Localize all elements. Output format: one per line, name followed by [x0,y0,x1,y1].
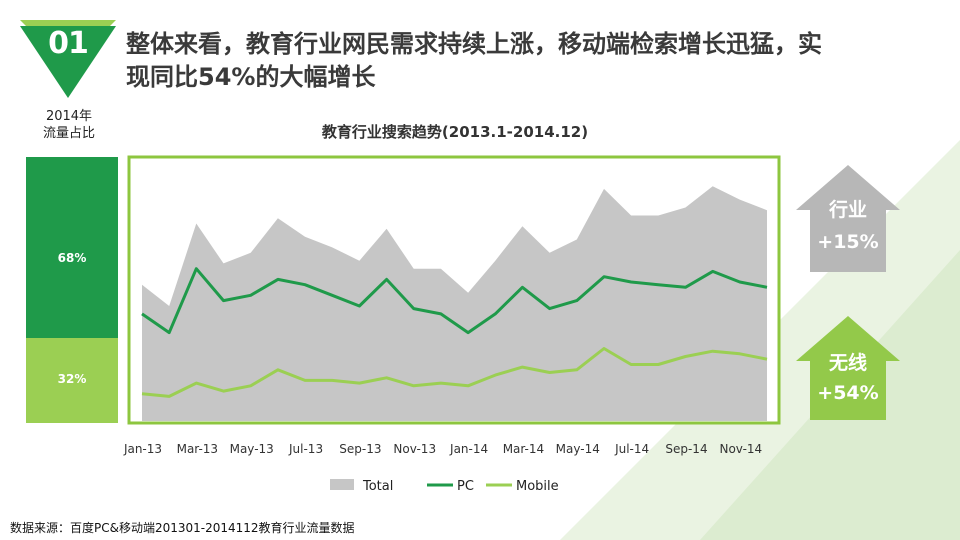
page-headline: 整体来看，教育行业网民需求持续上涨，移动端检索增长迅猛，实 现同比54%的大幅增… [126,28,926,94]
section-badge: 01 [20,20,116,100]
x-tick-label: Jan-13 [123,442,162,456]
x-tick-label: Mar-14 [503,442,544,456]
share-value-pc: 68% [57,251,87,266]
wireless-growth-arrow: 无线 +54% [796,316,900,420]
up-arrow-icon [796,165,900,272]
x-tick-label: May-14 [556,442,600,456]
x-tick-label: Nov-14 [719,442,762,456]
x-tick-label: Jan-14 [449,442,488,456]
headline-line-1: 整体来看，教育行业网民需求持续上涨，移动端检索增长迅猛，实 [126,30,822,58]
share-value-mobile: 32% [57,372,87,387]
share-segment-mobile: 32% [26,337,118,423]
chart-legend: Total PC Mobile [330,479,559,494]
badge-triangle [20,20,116,98]
wireless-arrow-value: +54% [817,382,879,404]
x-tick-label: Sep-13 [339,442,381,456]
share-label-year: 2014年 [45,109,93,124]
chart-title: 教育行业搜索趋势(2013.1-2014.12) [321,123,589,141]
legend-label-mobile: Mobile [516,479,559,494]
share-label-text: 流量占比 [42,126,95,141]
series-line-mobile [141,347,768,398]
x-tick-label: May-13 [230,442,274,456]
share-panel-label: 2014年 流量占比 [20,108,118,142]
legend-label-pc: PC [457,479,474,494]
plot-area [141,186,768,421]
x-tick-label: Nov-13 [393,442,436,456]
data-source-note: 数据来源：百度PC&移动端201301-2014112教育行业流量数据 [10,521,355,535]
series-area-total [142,186,767,421]
share-segment-pc: 68% [26,157,118,338]
x-tick-label: Sep-14 [665,442,707,456]
legend-swatch-total [330,479,354,490]
industry-arrow-value: +15% [817,231,879,253]
badge-number: 01 [48,26,89,61]
series-line-pc [141,267,768,335]
x-axis-ticks: Jan-13 Mar-13 May-13 Jul-13 Sep-13 Nov-13 Jan-… [123,442,762,456]
x-tick-label: Mar-13 [177,442,218,456]
up-arrow-icon [796,316,900,420]
x-tick-label: Jul-14 [614,442,649,456]
share-stacked-bar: 68% 32% [26,157,118,423]
industry-growth-arrow: 行业 +15% [796,165,900,272]
wireless-arrow-label: 无线 [828,352,867,374]
industry-arrow-label: 行业 [828,199,867,221]
headline-line-2: 现同比54%的大幅增长 [126,63,376,91]
x-tick-label: Jul-13 [288,442,323,456]
legend-label-total: Total [362,479,393,494]
